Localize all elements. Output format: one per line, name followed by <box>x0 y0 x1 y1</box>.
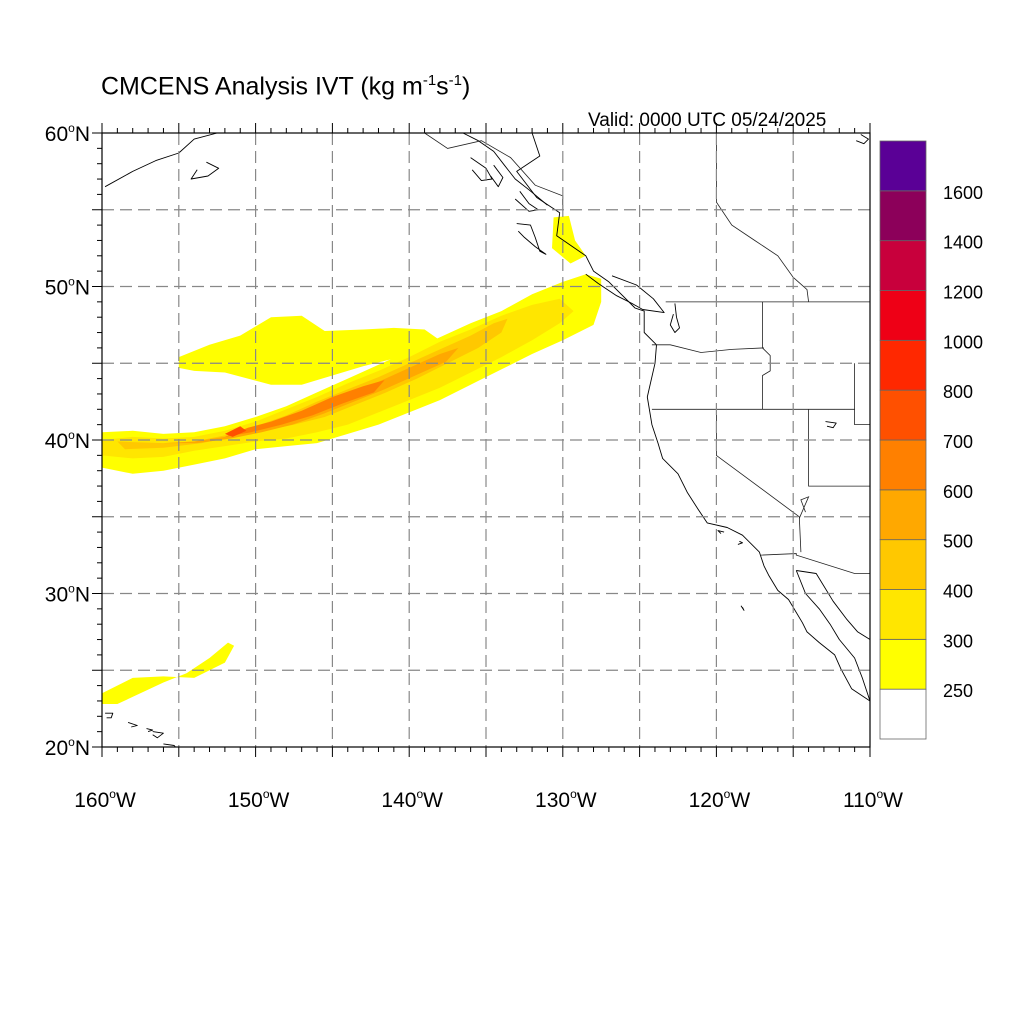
colorbar-swatch <box>879 389 927 441</box>
colorbar-swatch <box>879 240 927 291</box>
ivt-field <box>102 215 602 704</box>
coastline <box>669 303 680 333</box>
colorbar-label: 1400 <box>943 233 983 253</box>
lon-label: 120oW <box>689 787 751 812</box>
lon-label: 130oW <box>535 787 597 812</box>
map-title: CMCENS Analysis IVT (kg m-1s-1) <box>101 72 471 101</box>
lat-label: 50oN <box>45 275 90 300</box>
colorbar-swatch <box>879 339 927 391</box>
colorbar-label: 300 <box>943 631 973 651</box>
lon-label: 150oW <box>228 787 290 812</box>
political-border <box>716 409 802 553</box>
latitude-labels: 60oN 50oN 40oN 30oN 20oN <box>45 121 90 760</box>
lon-label: 160oW <box>74 787 136 812</box>
coastline <box>146 728 154 733</box>
political-border <box>651 344 765 353</box>
coastline <box>163 743 176 747</box>
colorbar-label: 400 <box>943 582 973 602</box>
colorbar-swatch <box>879 638 927 690</box>
ivt-region-level-1 <box>552 215 586 264</box>
colorbar-swatch <box>879 589 927 640</box>
ivt-region-level-6 <box>224 426 247 437</box>
colorbar-label: 600 <box>943 482 973 502</box>
political-border <box>798 496 810 519</box>
colorbar-swatch <box>879 688 927 740</box>
coastline <box>856 134 869 145</box>
political-border <box>854 363 870 426</box>
coastline <box>462 133 548 206</box>
colorbar-swatch <box>879 439 927 491</box>
coastline <box>104 133 218 188</box>
coastline <box>490 164 504 188</box>
graticule <box>102 133 870 747</box>
axis-ticks <box>92 123 871 757</box>
coastline <box>152 731 164 739</box>
ivt-region-level-1 <box>178 315 440 385</box>
valid-time: Valid: 0000 UTC 05/24/2025 <box>588 110 827 131</box>
ivt-region-level-5 <box>224 380 385 437</box>
coastline <box>516 133 870 702</box>
political-border <box>393 133 564 210</box>
coastlines-and-borders <box>104 133 870 747</box>
coastline <box>737 540 743 545</box>
coastline <box>516 223 547 255</box>
lat-label: 20oN <box>45 735 90 760</box>
lat-label: 60oN <box>45 121 90 146</box>
coastline <box>825 421 837 429</box>
political-border <box>760 553 870 574</box>
ivt-region-level-2 <box>102 298 574 459</box>
coastline <box>796 570 870 640</box>
coastline <box>717 530 725 534</box>
colorbar-label: 250 <box>943 681 973 701</box>
colorbar-label: 1000 <box>943 332 983 352</box>
colorbar-label: 1200 <box>943 283 983 303</box>
political-border <box>808 409 870 487</box>
lat-label: 30oN <box>45 582 90 607</box>
coastline <box>740 605 745 611</box>
lon-label: 140oW <box>381 787 443 812</box>
colorbar-label: 500 <box>943 532 973 552</box>
ivt-region-level-1 <box>102 642 235 704</box>
political-border <box>762 301 771 410</box>
colorbar: 250 300 400 500 600 700 800 1000 1200 1400 1600 <box>879 140 983 740</box>
colorbar-swatch <box>879 190 927 242</box>
colorbar-label: 700 <box>943 432 973 452</box>
coastline <box>795 570 870 702</box>
colorbar-label: 800 <box>943 382 973 402</box>
coastline <box>105 712 114 719</box>
lon-label: 110oW <box>843 787 903 812</box>
coastline <box>190 161 220 180</box>
longitude-labels: 160oW 150oW 140oW 130oW 120oW 110oW <box>74 787 903 812</box>
colorbar-swatch <box>879 140 927 192</box>
colorbar-swatch <box>879 290 927 341</box>
ivt-region-level-1 <box>102 274 602 474</box>
political-border <box>716 133 809 302</box>
colorbar-swatch <box>879 539 927 590</box>
coastline <box>470 157 493 182</box>
coastline <box>585 273 665 314</box>
colorbar-swatch <box>879 489 927 541</box>
lat-label: 40oN <box>45 428 90 453</box>
colorbar-label: 1600 <box>943 183 983 203</box>
coastline <box>127 721 138 728</box>
